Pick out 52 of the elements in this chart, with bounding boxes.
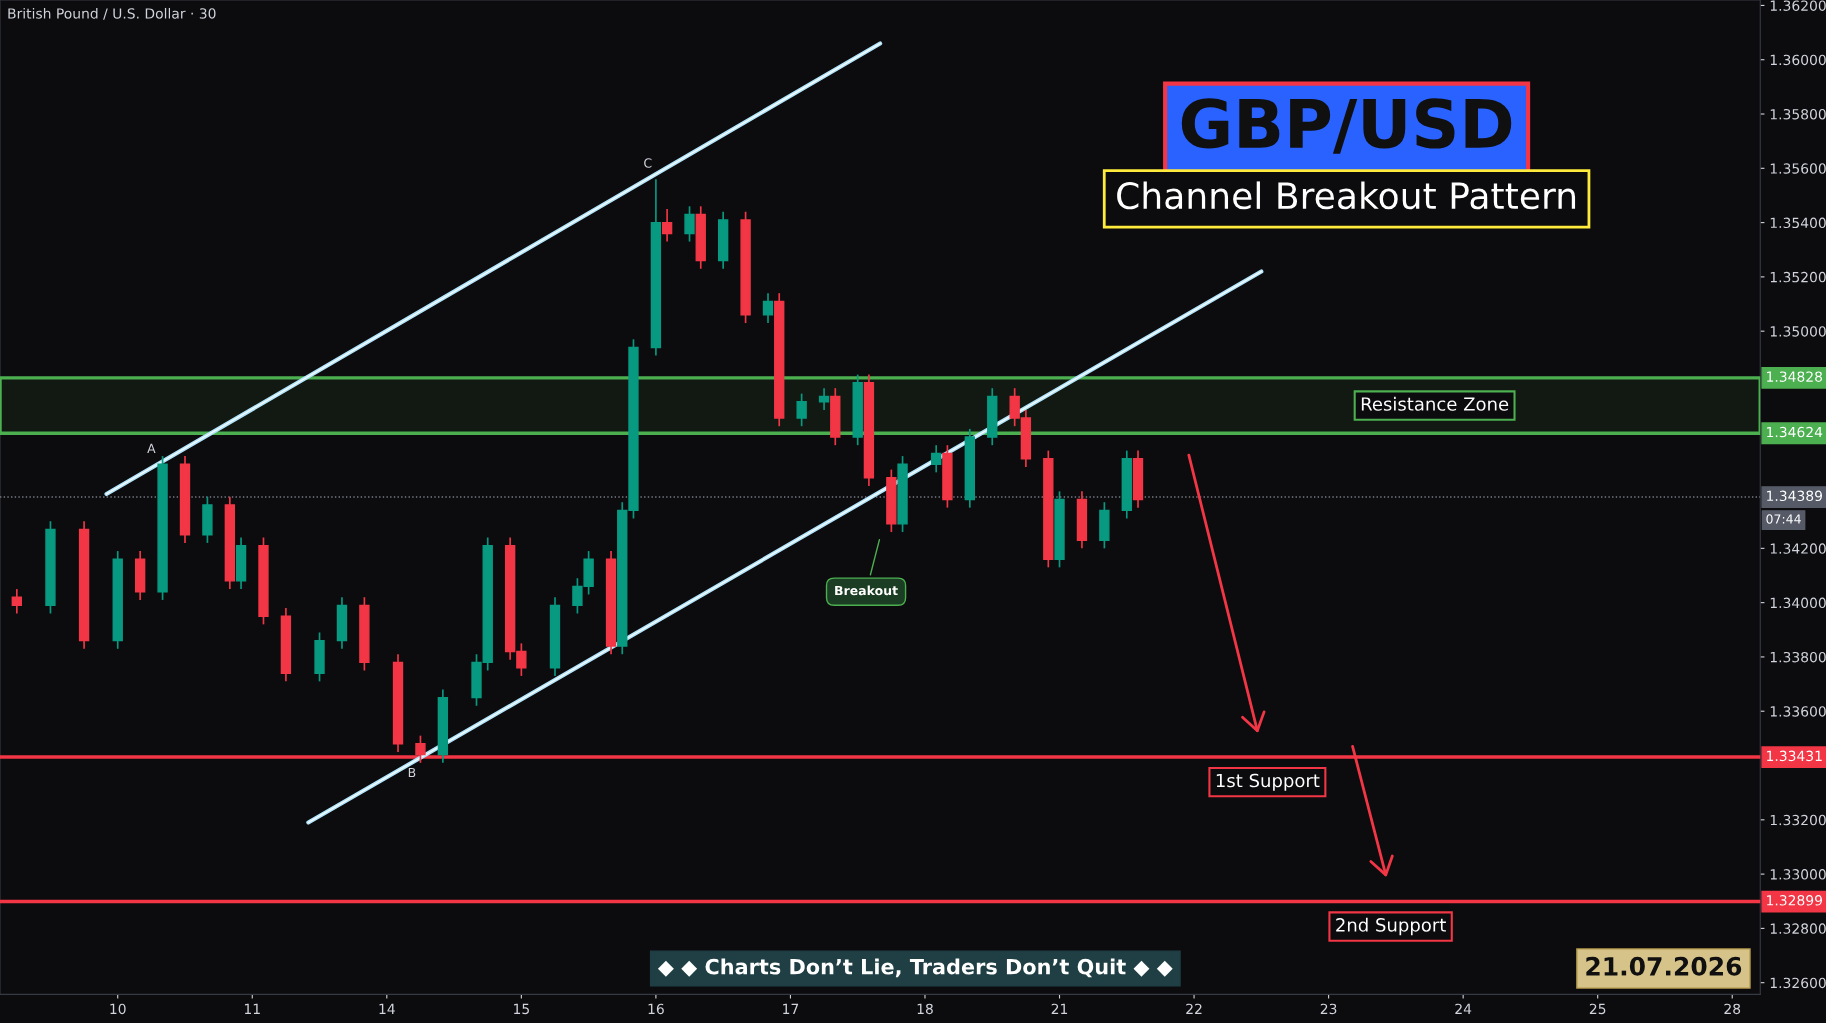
x-tick-label: 15 [514, 1003, 529, 1015]
y-tick-label: 1.34200 [1770, 543, 1826, 554]
annotation: 21.07.2026 [1586, 956, 1742, 976]
candlestick [796, 392, 807, 428]
y-tick-label: 1.34000 [1770, 597, 1826, 609]
y-tick-label: 1.32800 [1770, 923, 1826, 934]
y-tick-label: 1.33200 [1770, 814, 1826, 826]
text: 1.32899 [1767, 895, 1822, 906]
text: 1.33431 [1767, 750, 1822, 762]
annotation: ◆ ◆ Charts Don’t Lie, Traders Don’t Quit ◆ ◆ [657, 958, 1173, 978]
y-tick-label: 1.36200 [1770, 0, 1826, 11]
ref-line-label: 1st Support [1216, 773, 1320, 791]
candlestick [931, 444, 942, 474]
y-tick-label: 1.35200 [1770, 271, 1826, 283]
x-tick-label: 23 [1320, 1003, 1337, 1015]
x-tick-label: 24 [1455, 1003, 1472, 1014]
x-tick-label: 10 [110, 1003, 126, 1015]
y-tick-label: 1.33600 [1770, 706, 1826, 717]
y-tick-label: 1.32600 [1770, 977, 1826, 989]
annotation: C [644, 158, 652, 168]
candlestick [762, 292, 774, 324]
ref-line-label: 2nd Support [1336, 917, 1446, 936]
x-tick-label: 22 [1186, 1003, 1202, 1014]
x-tick-label: 14 [379, 1003, 395, 1014]
annotation: GBP/USD [1181, 98, 1512, 154]
text: Channel Breakout Pattern [1117, 181, 1576, 210]
chart-title: British Pound / U.S. Dollar · 30 [8, 7, 216, 20]
text: 1.34828 [1767, 371, 1823, 382]
annotation: A [147, 443, 156, 453]
x-tick-label: 17 [783, 1003, 799, 1014]
annotation: Breakout [835, 585, 898, 596]
y-tick-label: 1.35400 [1770, 217, 1826, 229]
annotation: B [408, 767, 416, 778]
band-label: Resistance Zone [1361, 396, 1509, 411]
x-tick-label: 25 [1589, 1003, 1606, 1015]
y-tick-label: 1.33000 [1770, 869, 1826, 880]
y-tick-label: 1.33800 [1770, 651, 1826, 663]
y-tick-label: 1.35000 [1770, 326, 1826, 337]
x-tick-label: 18 [917, 1003, 933, 1015]
x-tick-label: 16 [648, 1003, 664, 1015]
candlestick [11, 588, 22, 615]
x-tick-label: 28 [1724, 1003, 1741, 1015]
y-tick-label: 1.36000 [1770, 54, 1826, 66]
text: 1.34624 [1767, 426, 1823, 438]
candlestick [661, 208, 673, 243]
x-tick-label: 11 [244, 1003, 260, 1014]
y-tick-label: 1.35800 [1770, 108, 1826, 120]
text: 07:44 [1766, 514, 1801, 524]
text: 1.34389 [1767, 490, 1822, 502]
candlestick [684, 205, 695, 243]
y-tick-label: 1.35600 [1770, 163, 1826, 174]
x-tick-label: 21 [1051, 1003, 1068, 1014]
